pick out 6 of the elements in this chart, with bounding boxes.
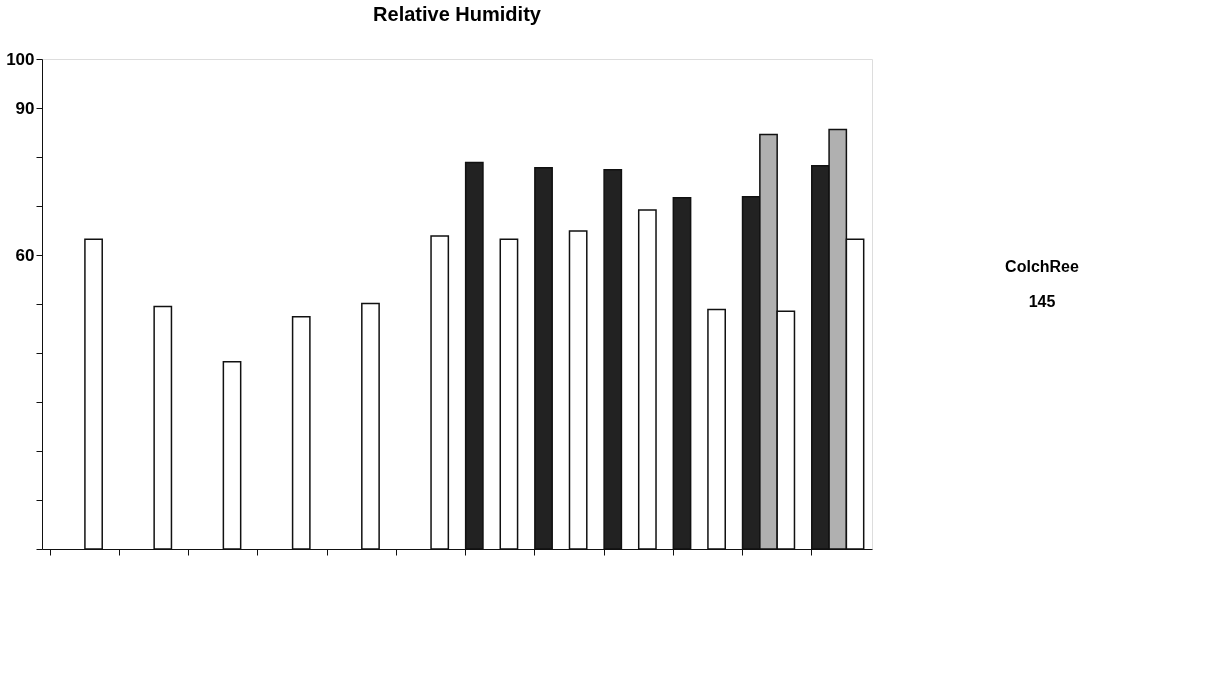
chart-title: Relative Humidity (373, 3, 542, 25)
text: ColchRee (1005, 257, 1079, 275)
y-tick-label: 60 (15, 245, 35, 265)
text: 145 (1028, 292, 1056, 310)
y-tick-label: 90 (15, 98, 35, 118)
y-tick-label: 100 (6, 49, 35, 69)
